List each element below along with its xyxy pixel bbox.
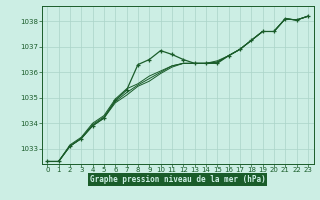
X-axis label: Graphe pression niveau de la mer (hPa): Graphe pression niveau de la mer (hPa) [90, 175, 266, 184]
